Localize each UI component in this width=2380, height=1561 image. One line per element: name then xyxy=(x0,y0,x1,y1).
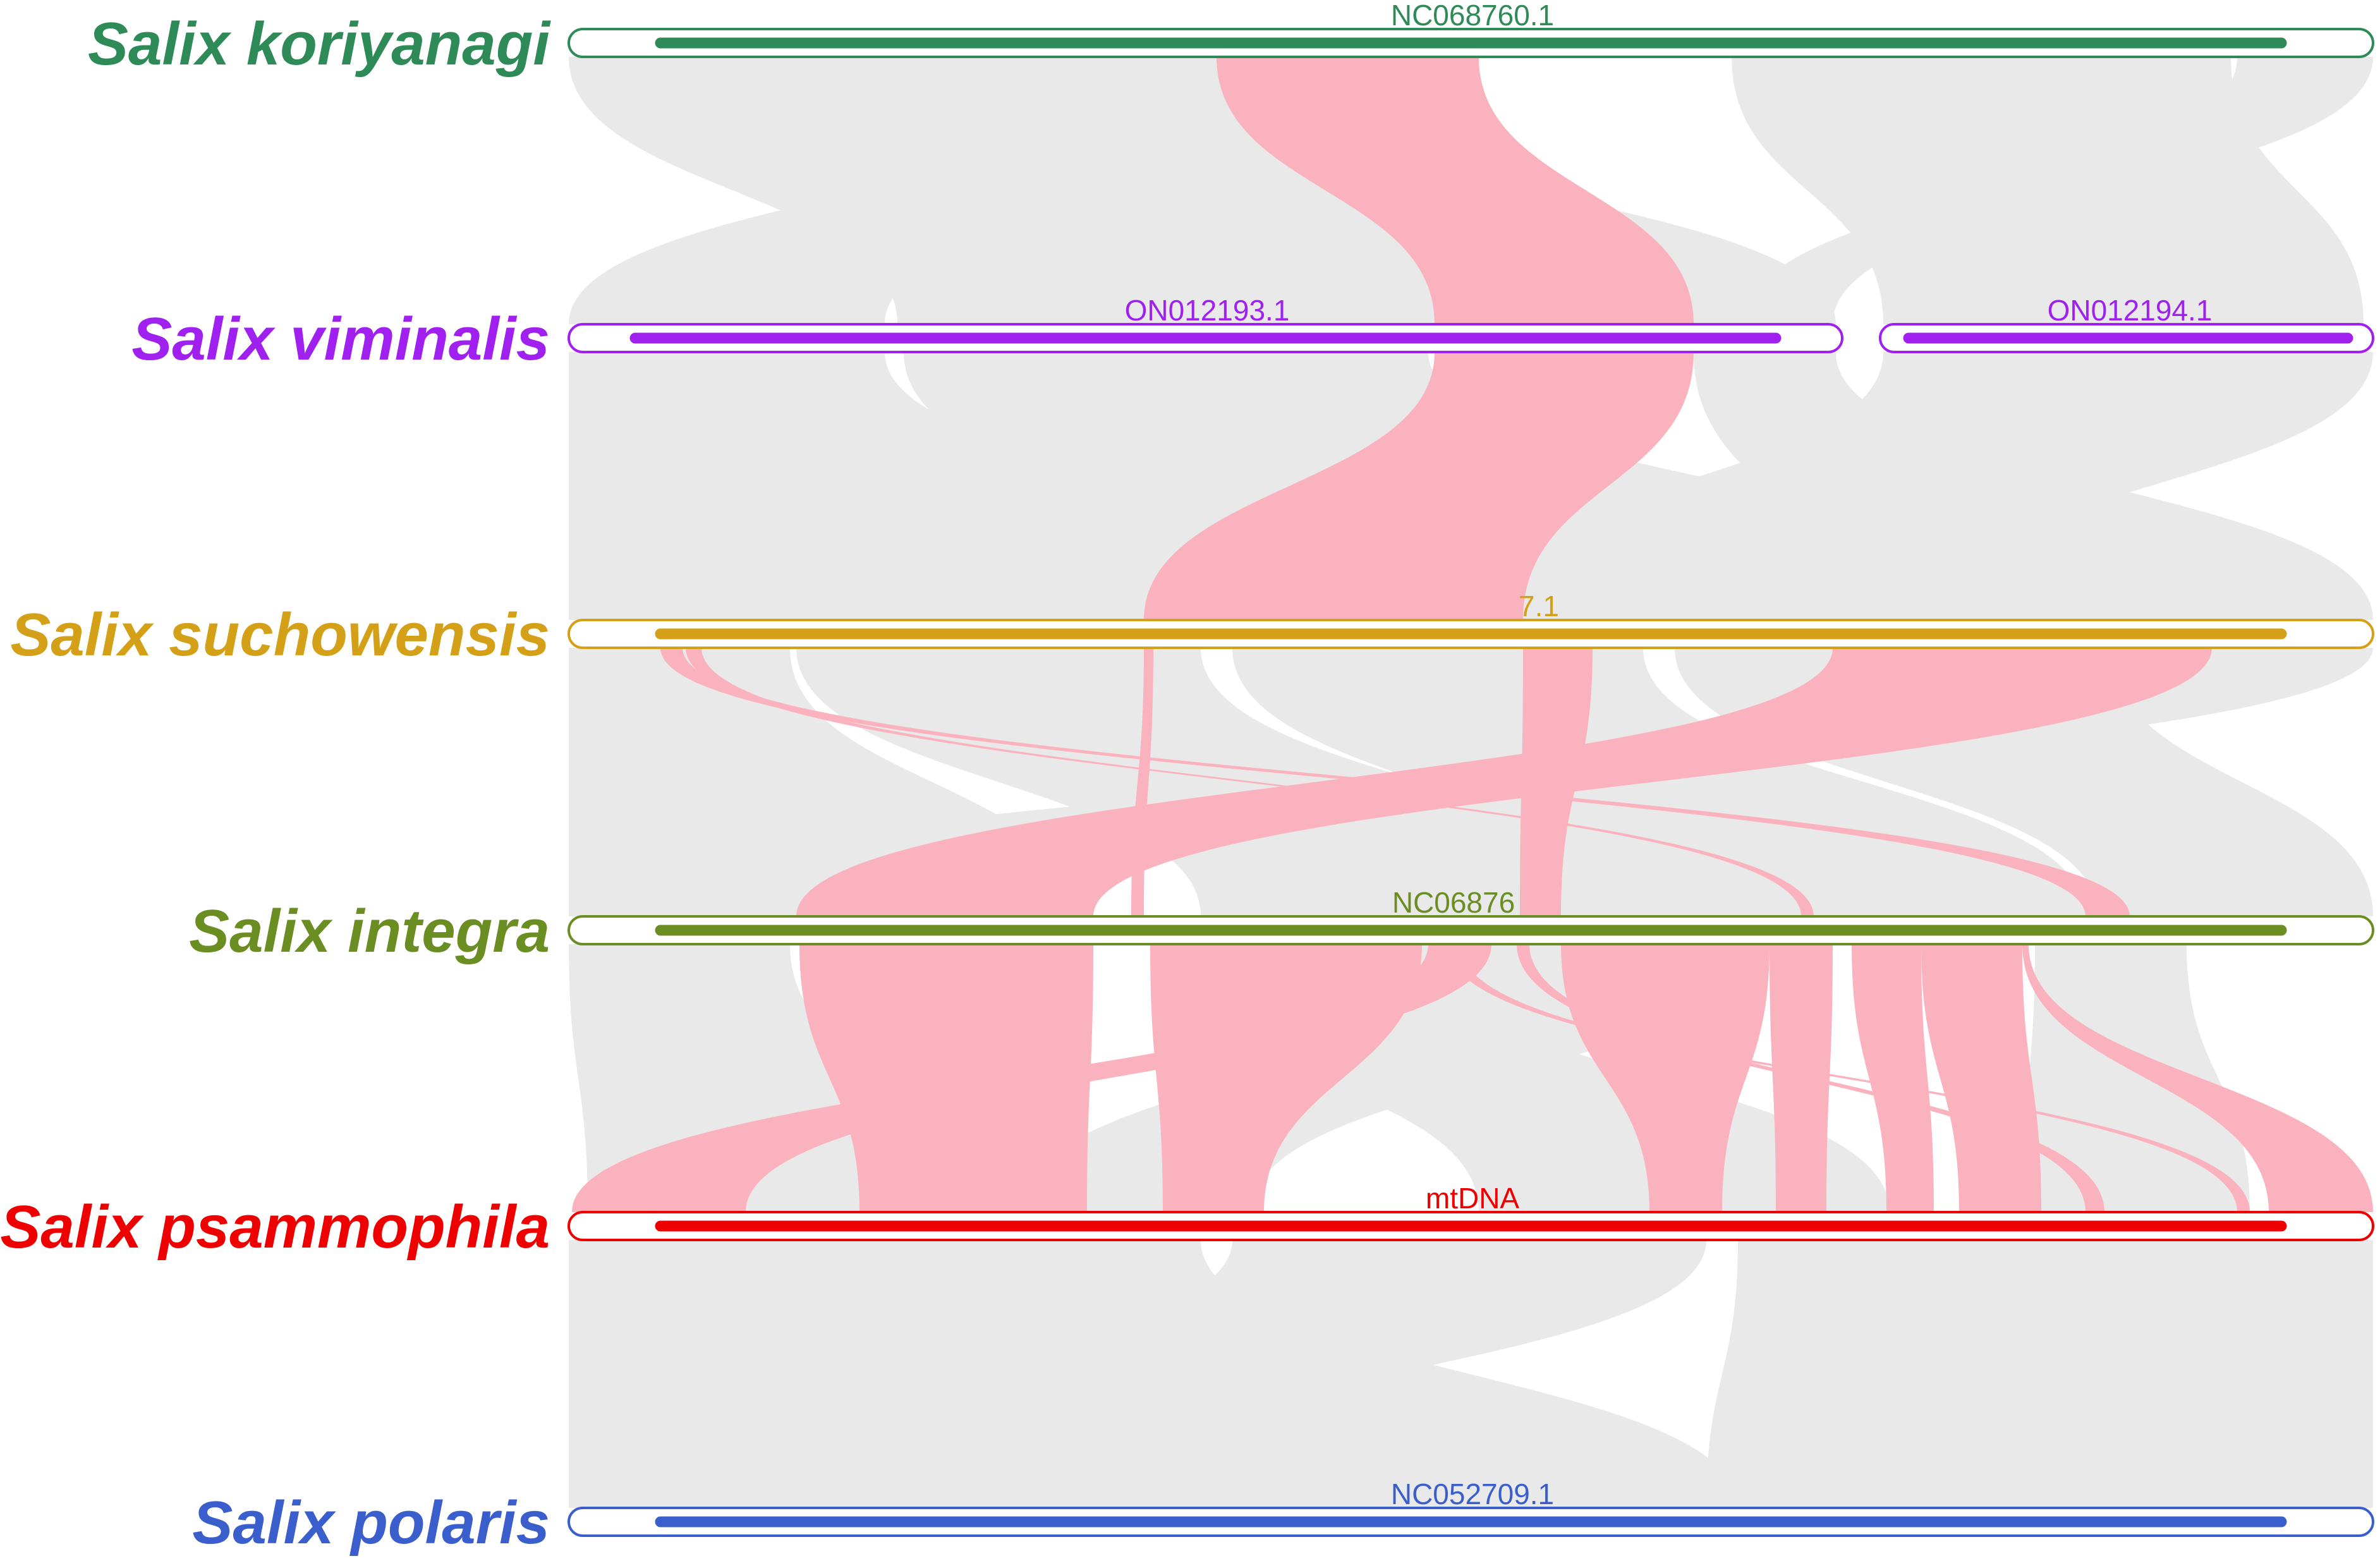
pink-link xyxy=(796,648,2212,916)
species-label: Salix koriyanagi xyxy=(88,10,551,78)
gray-link xyxy=(1232,648,2086,916)
pink-link xyxy=(686,648,1814,916)
genome-track-0: NC068760.1 xyxy=(568,0,2374,58)
contig-label: ON012194.1 xyxy=(2048,294,2213,327)
pink-link xyxy=(660,648,2130,916)
genome-track-4: mtDNA xyxy=(568,1182,2374,1241)
contig-label: ON012193.1 xyxy=(1125,294,1290,327)
species-labels: Salix koriyanagi Salix viminalis Salix suc… xyxy=(0,10,551,1557)
gray-link xyxy=(1744,57,2373,324)
contig-label: NC06876 xyxy=(1392,886,1515,919)
pink-link xyxy=(2022,944,2373,1212)
pink-link xyxy=(1921,944,2041,1212)
gray-link xyxy=(569,57,1460,324)
gray-link xyxy=(2086,944,2142,1212)
species-label: Salix viminalis xyxy=(131,305,550,373)
pink-link xyxy=(701,944,1491,1212)
contig-label: NC068760.1 xyxy=(1391,0,1554,32)
genome-track-1: ON012193.1 ON012194.1 xyxy=(568,294,2374,353)
gray-link xyxy=(569,1240,1706,1508)
contig-label: mtDNA xyxy=(1426,1182,1520,1215)
genome-track-5: NC052709.1 xyxy=(568,1478,2374,1537)
gray-link xyxy=(1454,352,2373,620)
highlighted-synteny-links xyxy=(572,57,2373,1212)
contig-label: 7.1 xyxy=(1519,590,1559,623)
pink-link xyxy=(1517,944,2104,1212)
species-label: Salix suchowensis xyxy=(10,601,550,669)
gray-link xyxy=(1706,1240,2373,1508)
pink-link xyxy=(1217,57,1694,324)
pink-link xyxy=(799,944,1093,1212)
species-label: Salix integra xyxy=(189,897,550,965)
genome-track-2: 7.1 xyxy=(568,590,2374,649)
gray-link xyxy=(796,648,1643,916)
pink-link xyxy=(1447,944,2250,1212)
genome-tracks: NC068760.1 ON012193.1 ON012194.1 7.1 NC06876… xyxy=(568,0,2374,1537)
species-label: Salix psammophila xyxy=(0,1193,550,1261)
pink-link xyxy=(1852,944,1934,1212)
genome-track-3: NC06876 xyxy=(568,886,2374,945)
species-label: Salix polaris xyxy=(192,1489,550,1557)
pink-link xyxy=(1561,944,1770,1212)
contig-label: NC052709.1 xyxy=(1391,1478,1554,1510)
pink-link xyxy=(1144,352,1694,620)
